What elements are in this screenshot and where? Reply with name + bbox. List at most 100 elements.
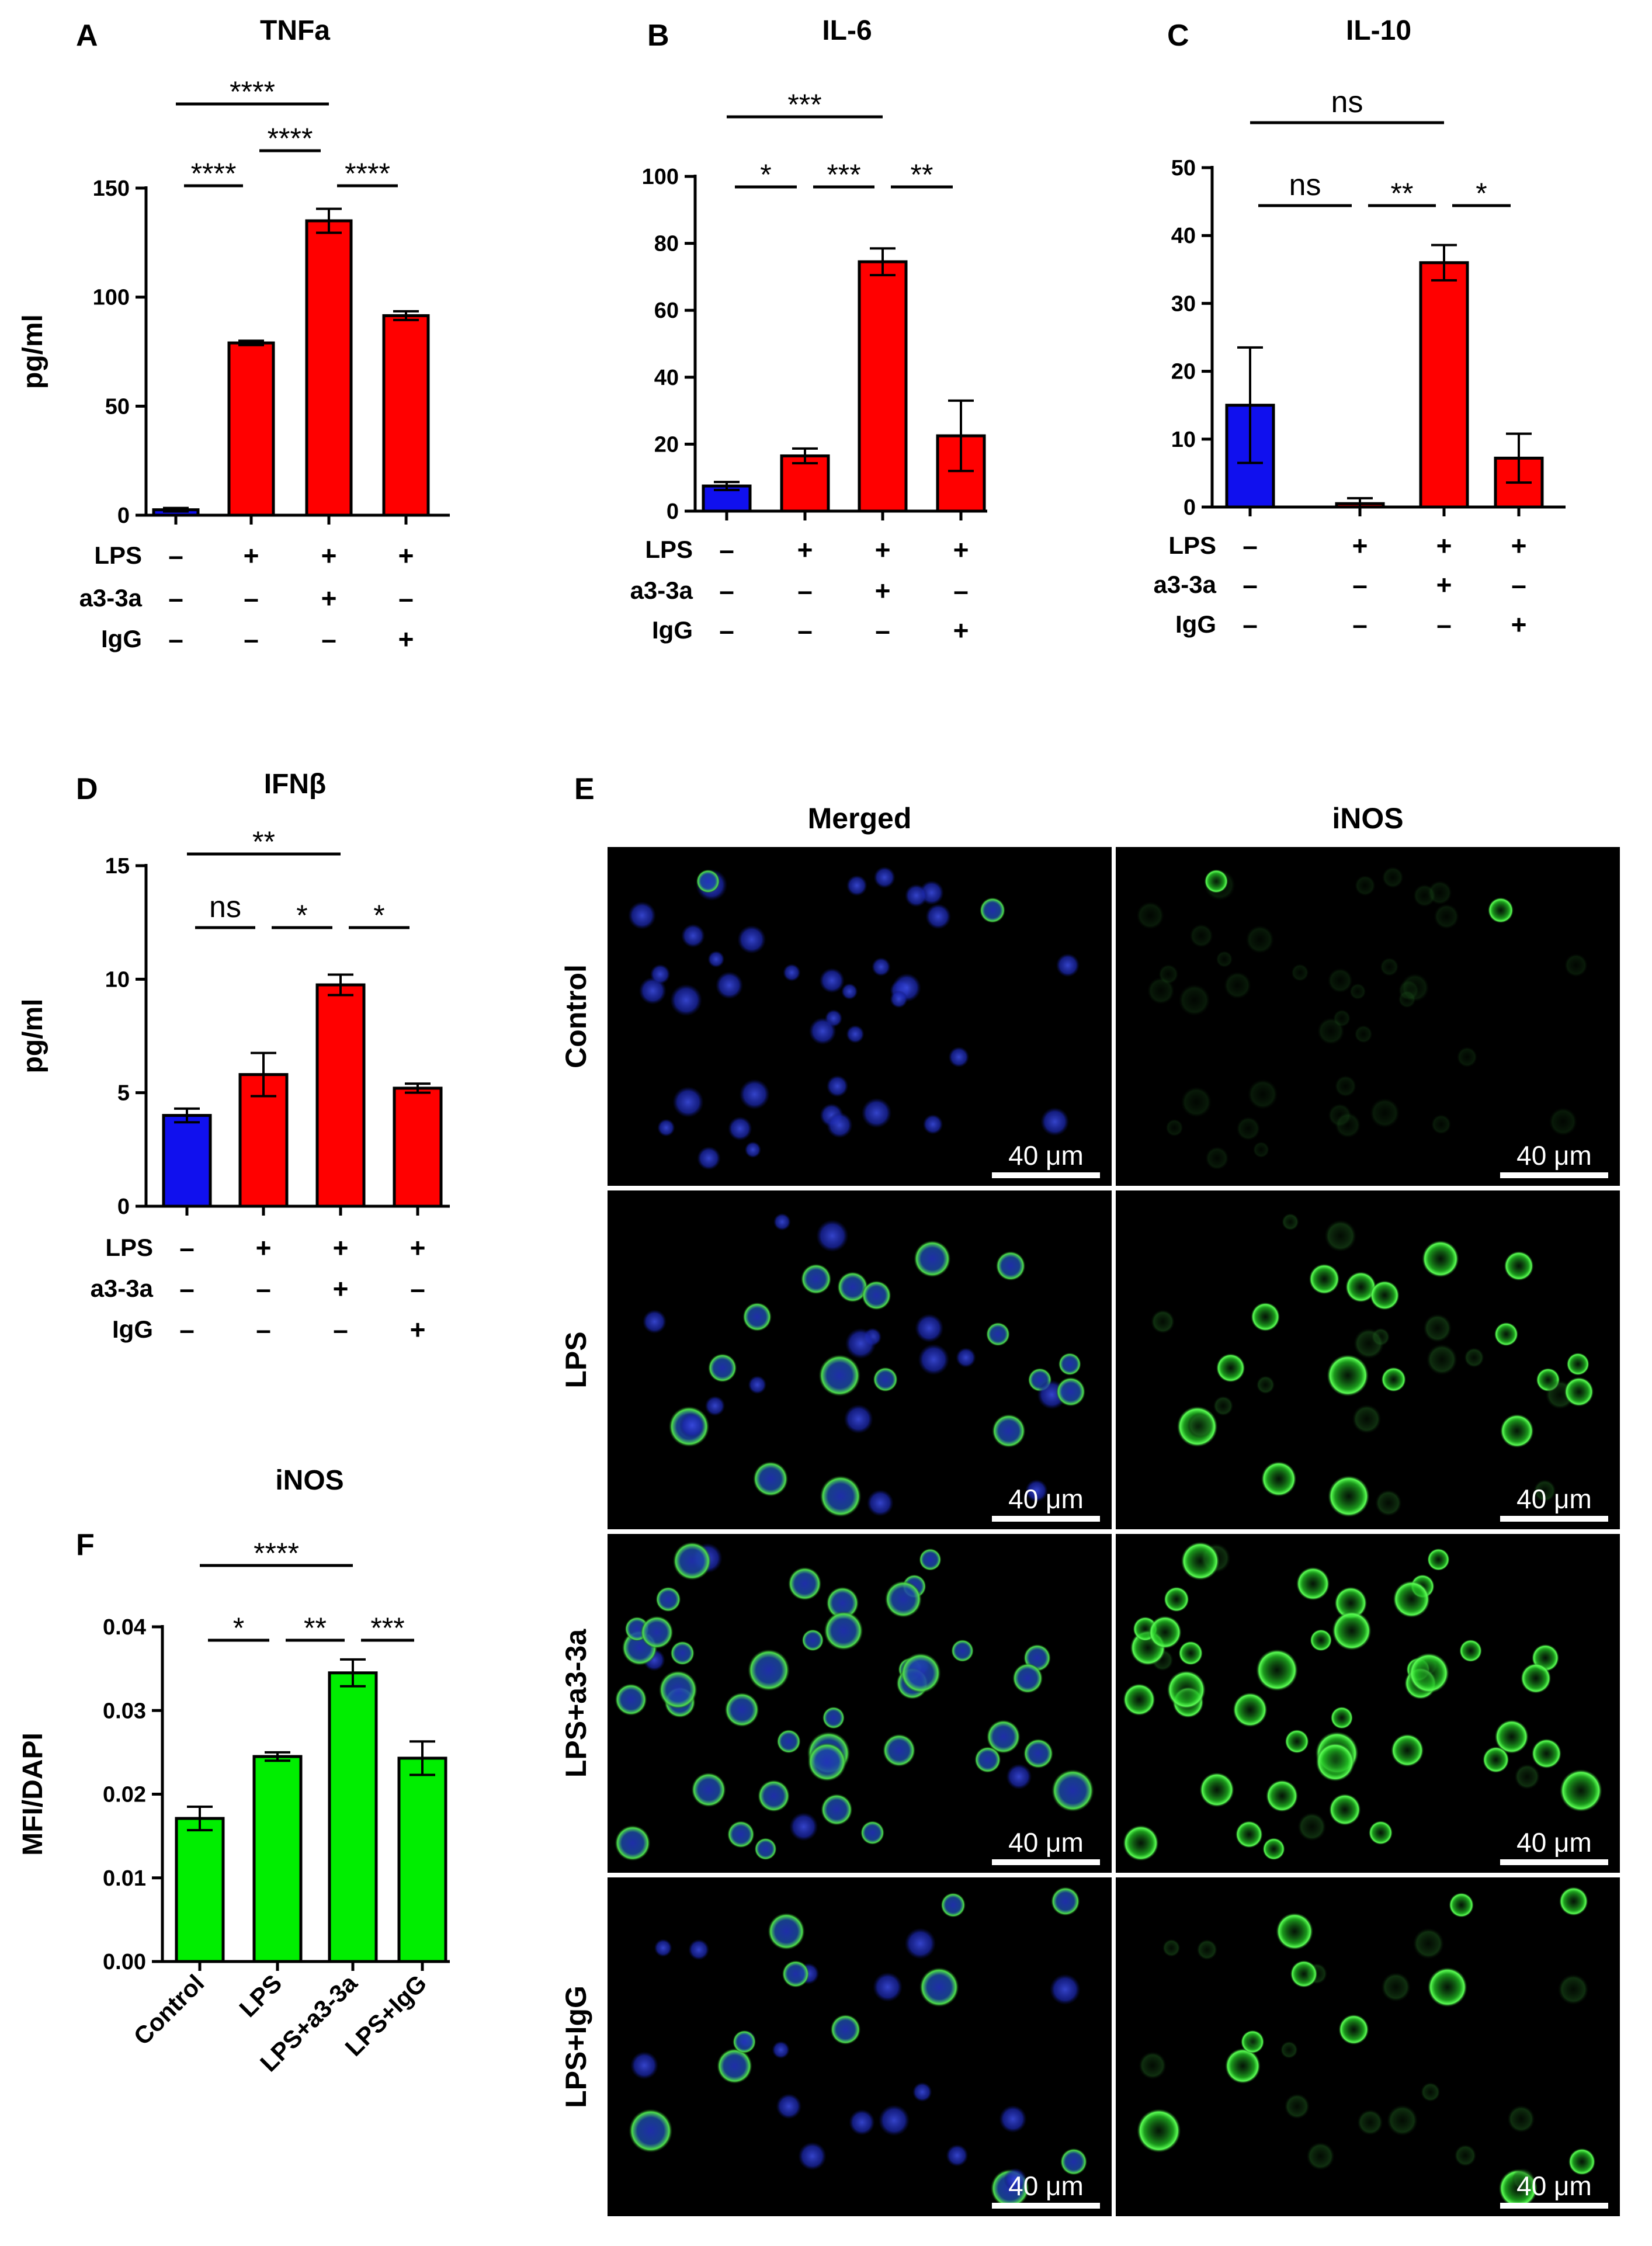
cell (979, 897, 1006, 924)
cell (1181, 1086, 1212, 1118)
cell (1456, 1046, 1478, 1068)
cell (1487, 897, 1514, 924)
category-label-control: Control (129, 1969, 210, 2050)
bar-lps-igg (393, 1086, 443, 1208)
cell (1216, 1353, 1245, 1383)
condition-symbol: – (1352, 609, 1368, 640)
cell (1533, 1479, 1556, 1502)
chart-title: TNFa (260, 15, 330, 46)
significance-label: ** (304, 1612, 327, 1644)
y-tick-label: 40 (654, 366, 679, 390)
cell (717, 2048, 752, 2084)
significance-label: **** (230, 75, 275, 108)
condition-symbol: – (797, 575, 813, 606)
cell (1196, 1939, 1218, 1960)
cell (974, 1746, 1001, 1773)
condition-label-a3: a3-3a (91, 1275, 154, 1302)
panel-letter-c: C (1167, 19, 1189, 53)
cell (748, 1375, 767, 1394)
cell (1335, 1112, 1361, 1138)
cell (1393, 1580, 1431, 1618)
cell (882, 1734, 916, 1767)
cell (986, 1720, 1021, 1754)
cell (1178, 1641, 1203, 1665)
cell (866, 1490, 894, 1516)
cell (995, 1251, 1026, 1281)
cell (826, 1587, 859, 1620)
cell (1507, 2105, 1535, 2133)
cell (1386, 2105, 1418, 2136)
cell (1521, 1662, 1552, 1694)
condition-symbol: – (719, 615, 734, 645)
cell (1412, 1928, 1445, 1959)
cell (1330, 1706, 1353, 1729)
cell (1266, 1779, 1299, 1813)
cell-cluster (1123, 1542, 1602, 1861)
condition-symbol: + (410, 1314, 426, 1345)
cell (800, 1263, 832, 1294)
cell (654, 1939, 672, 1957)
micrograph-merged-control (608, 847, 1112, 1186)
cell (1494, 1322, 1518, 1346)
y-tick-label: 0.00 (103, 1950, 146, 1974)
cell (1369, 1098, 1400, 1129)
scale-bar-label: 40 μm (1516, 1484, 1592, 1514)
y-tick-label: 5 (117, 1081, 130, 1106)
y-axis-label: MFI/DAPI (18, 1733, 48, 1856)
condition-symbol: – (719, 575, 734, 606)
cell (1284, 2094, 1310, 2119)
cell (991, 1414, 1026, 1448)
cell (1291, 963, 1309, 982)
cell (1056, 953, 1080, 977)
cell (728, 1116, 752, 1141)
cell (1189, 924, 1213, 948)
bar-control (162, 1114, 212, 1208)
cell (1381, 1367, 1406, 1392)
cell (1213, 1395, 1234, 1417)
cell (1329, 1793, 1361, 1826)
cell (1240, 2030, 1265, 2054)
condition-symbol: – (1436, 609, 1452, 640)
condition-symbol: – (719, 534, 734, 565)
cell (754, 1838, 777, 1860)
condition-symbol: – (179, 1273, 195, 1304)
cell (1352, 1404, 1382, 1434)
y-tick-label: 60 (654, 298, 679, 323)
cell (1040, 1107, 1070, 1136)
cell (1449, 1892, 1474, 1918)
cell (873, 1972, 903, 2002)
cell (727, 1820, 755, 1848)
cell (1354, 1025, 1373, 1044)
condition-symbol: – (1243, 609, 1258, 640)
y-tick-label: 20 (1171, 360, 1196, 384)
cell (758, 1779, 790, 1813)
cell (890, 990, 908, 1008)
cell (691, 1772, 726, 1807)
condition-symbol: + (953, 615, 969, 645)
condition-symbol: + (1511, 530, 1527, 561)
chart-title: iNOS (275, 1465, 343, 1496)
significance-label: *** (787, 88, 821, 121)
condition-label-lps: LPS (105, 1234, 153, 1261)
condition-symbol: + (333, 1273, 349, 1304)
cell (615, 1683, 647, 1716)
cell (827, 1112, 853, 1138)
cell-cluster (1137, 1887, 1596, 2208)
cell (884, 1580, 922, 1618)
cell (1494, 1720, 1529, 1754)
y-tick-label: 80 (654, 232, 679, 256)
cell (1023, 1738, 1054, 1769)
cell (925, 904, 951, 929)
condition-symbol: – (244, 624, 259, 654)
cell (1382, 866, 1404, 888)
cell (776, 2094, 802, 2119)
condition-symbol: – (256, 1273, 271, 1304)
cell (1426, 1344, 1458, 1376)
condition-symbol: – (1243, 570, 1258, 600)
bar-lps (227, 341, 275, 517)
cell (1245, 925, 1275, 954)
significance-label: ** (252, 825, 275, 858)
cell (1334, 1075, 1357, 1098)
significance-label: *** (370, 1612, 404, 1644)
